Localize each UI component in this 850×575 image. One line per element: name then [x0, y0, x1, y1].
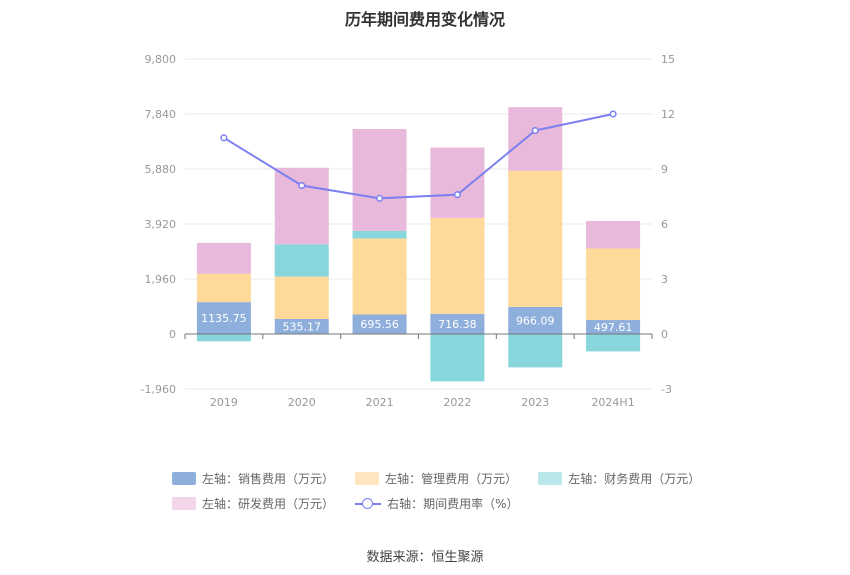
x-tick-label: 2022 — [443, 396, 471, 409]
bar — [508, 306, 563, 334]
y-left-tick-label: 7,840 — [145, 108, 177, 121]
bar-value-label: 716.38 — [438, 318, 477, 331]
bar — [430, 147, 485, 218]
bar — [274, 276, 329, 319]
bar-series — [196, 107, 641, 382]
y-right-tick-label: 15 — [661, 53, 675, 66]
y-right-tick-label: 3 — [661, 273, 668, 286]
bar — [508, 170, 563, 307]
bar — [352, 128, 407, 231]
y-left-tick-label: 1,960 — [145, 273, 177, 286]
axes: 9,800 15 7,840 12 5,880 9 3,920 6 1,960 3 0 0 -1,960… — [141, 53, 675, 409]
line-series — [220, 110, 617, 202]
expense-rate-point — [376, 194, 384, 202]
bar — [352, 238, 407, 315]
legend-swatch-finance — [538, 472, 563, 485]
grid-lines — [185, 58, 652, 390]
bar — [430, 217, 485, 314]
bar — [352, 314, 407, 334]
y-right-tick-label: 9 — [661, 163, 668, 176]
bar — [274, 318, 329, 334]
legend-label-admin: 左轴：管理费用（万元） — [385, 472, 518, 486]
legend-swatch-admin — [355, 472, 380, 485]
legend-item-expense-rate[interactable]: 右轴：期间费用率（%） — [355, 495, 519, 511]
bar — [508, 334, 563, 368]
expense-rate-point — [220, 134, 228, 142]
bar — [274, 244, 329, 277]
y-right-tick-label: 6 — [661, 218, 668, 231]
chart-canvas: 9,800 15 7,840 12 5,880 9 3,920 6 1,960 3 0 0 -1,960… — [141, 53, 675, 409]
x-tick-label: 2021 — [366, 396, 394, 409]
expense-rate-point — [298, 181, 306, 190]
chart-title: 历年期间费用变化情况 — [344, 10, 505, 29]
y-left-tick-label: 9,800 — [145, 53, 177, 66]
y-right-tick-label: -3 — [661, 383, 672, 396]
bar-labels: 1135.75 535.17 695.56 716.38 966.09 497.61 — [201, 312, 632, 334]
data-source: 数据来源：恒生聚源 — [366, 550, 484, 565]
legend-line-icon — [355, 497, 382, 510]
x-tick-label: 2020 — [288, 396, 316, 409]
expense-rate-line — [223, 113, 614, 200]
bar-value-label: 695.56 — [360, 318, 399, 331]
bar — [586, 248, 641, 321]
bar-value-label: 497.61 — [594, 321, 633, 334]
bar — [196, 302, 251, 334]
legend-item-admin[interactable]: 左轴：管理费用（万元） — [355, 471, 517, 487]
x-tick-label: 2023 — [521, 396, 549, 409]
bar — [430, 313, 485, 334]
expense-rate-point — [531, 126, 539, 135]
bar — [274, 167, 329, 245]
bar — [586, 220, 641, 249]
y-right-tick-label: 12 — [661, 108, 675, 121]
y-right-tick-label: 0 — [661, 328, 668, 341]
bar — [196, 242, 251, 274]
legend-swatch-sales — [172, 472, 196, 485]
expense-rate-point — [609, 110, 617, 118]
bar — [508, 107, 563, 171]
legend-label-expense-rate: 右轴：期间费用率（%） — [387, 496, 519, 511]
x-tick-label: 2024H1 — [591, 396, 634, 409]
legend-label-finance: 左轴：财务费用（万元） — [568, 472, 701, 486]
y-left-tick-label: 5,880 — [145, 163, 177, 176]
expense-rate-point — [453, 191, 461, 199]
bar — [196, 334, 251, 342]
y-left-tick-label: 3,920 — [145, 218, 177, 231]
legend-swatch-rnd — [172, 496, 196, 510]
bar — [430, 334, 485, 382]
y-left-tick-label: 0 — [169, 328, 176, 341]
bar-value-label: 1135.75 — [201, 312, 247, 325]
legend: 左轴：销售费用（万元） 左轴：管理费用（万元） 左轴：财务费用（万元） 左轴：研… — [172, 470, 732, 519]
legend-item-rnd[interactable]: 左轴：研发费用（万元） — [172, 495, 334, 511]
bar-value-label: 966.09 — [516, 314, 555, 327]
bar — [352, 230, 407, 239]
bar — [586, 320, 641, 334]
legend-item-sales[interactable]: 左轴：销售费用（万元） — [172, 471, 334, 487]
bar-value-label: 535.17 — [283, 320, 322, 333]
y-left-tick-label: -1,960 — [141, 383, 176, 396]
legend-label-rnd: 左轴：研发费用（万元） — [202, 496, 335, 511]
bar — [586, 334, 641, 352]
legend-item-finance[interactable]: 左轴：财务费用（万元） — [538, 471, 700, 487]
x-tick-label: 2019 — [210, 396, 238, 409]
legend-label-sales: 左轴：销售费用（万元） — [202, 472, 335, 486]
bar — [196, 273, 251, 303]
